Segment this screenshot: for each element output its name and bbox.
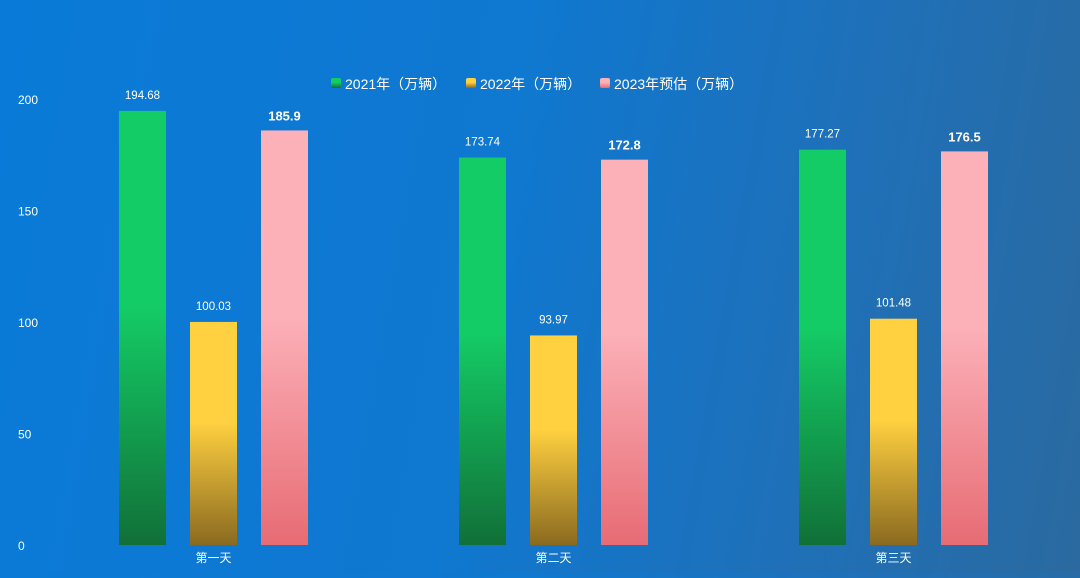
data-label: 93.97	[539, 314, 568, 326]
legend-item-3[interactable]: 2023年预估（万辆）	[600, 76, 743, 92]
legend-label: 2021年（万辆）	[345, 76, 446, 92]
bars: 194.68 173.74 177.27 100.03 93.97 101.48 185.9…	[119, 90, 988, 546]
bar-series-3-3	[941, 151, 988, 545]
legend-label: 2022年（万辆）	[480, 76, 581, 92]
x-tick-label: 第一天	[195, 551, 231, 565]
bar-series-2-2	[530, 335, 577, 545]
y-tick-label: 0	[18, 539, 25, 553]
y-tick-label: 200	[18, 93, 38, 107]
bar-series-2-1	[190, 321, 237, 545]
bar-series-2-3	[870, 318, 917, 545]
x-tick-label: 第二天	[535, 551, 571, 565]
data-label: 101.48	[876, 298, 911, 310]
legend-item-2[interactable]: 2022年（万辆）	[466, 76, 581, 92]
bar-series-1-1	[119, 110, 166, 546]
bar-series-1-3	[799, 149, 846, 545]
data-label: 194.68	[125, 90, 160, 102]
bar-series-1-2	[459, 157, 506, 545]
y-tick-label: 100	[18, 316, 38, 330]
y-tick-label: 150	[18, 205, 38, 219]
bar-series-3-2	[601, 159, 648, 545]
data-label: 173.74	[465, 137, 501, 149]
data-label: 185.9	[268, 108, 301, 123]
data-label: 176.5	[948, 129, 981, 144]
data-label: 100.03	[196, 301, 231, 313]
x-axis: 第一天 第二天 第三天	[195, 551, 911, 565]
x-tick-label: 第三天	[875, 551, 911, 565]
legend: 2021年（万辆） 2022年（万辆） 2023年预估（万辆）	[331, 76, 743, 92]
legend-label: 2023年预估（万辆）	[614, 76, 743, 92]
legend-swatch	[466, 78, 476, 88]
data-label: 172.8	[608, 138, 641, 153]
legend-item-1[interactable]: 2021年（万辆）	[331, 76, 446, 92]
y-axis: 0 50 100 150 200	[18, 93, 38, 553]
legend-swatch	[600, 78, 610, 88]
y-tick-label: 50	[18, 428, 32, 442]
bar-series-3-1	[261, 130, 308, 545]
legend-swatch	[331, 78, 341, 88]
data-label: 177.27	[805, 129, 840, 141]
